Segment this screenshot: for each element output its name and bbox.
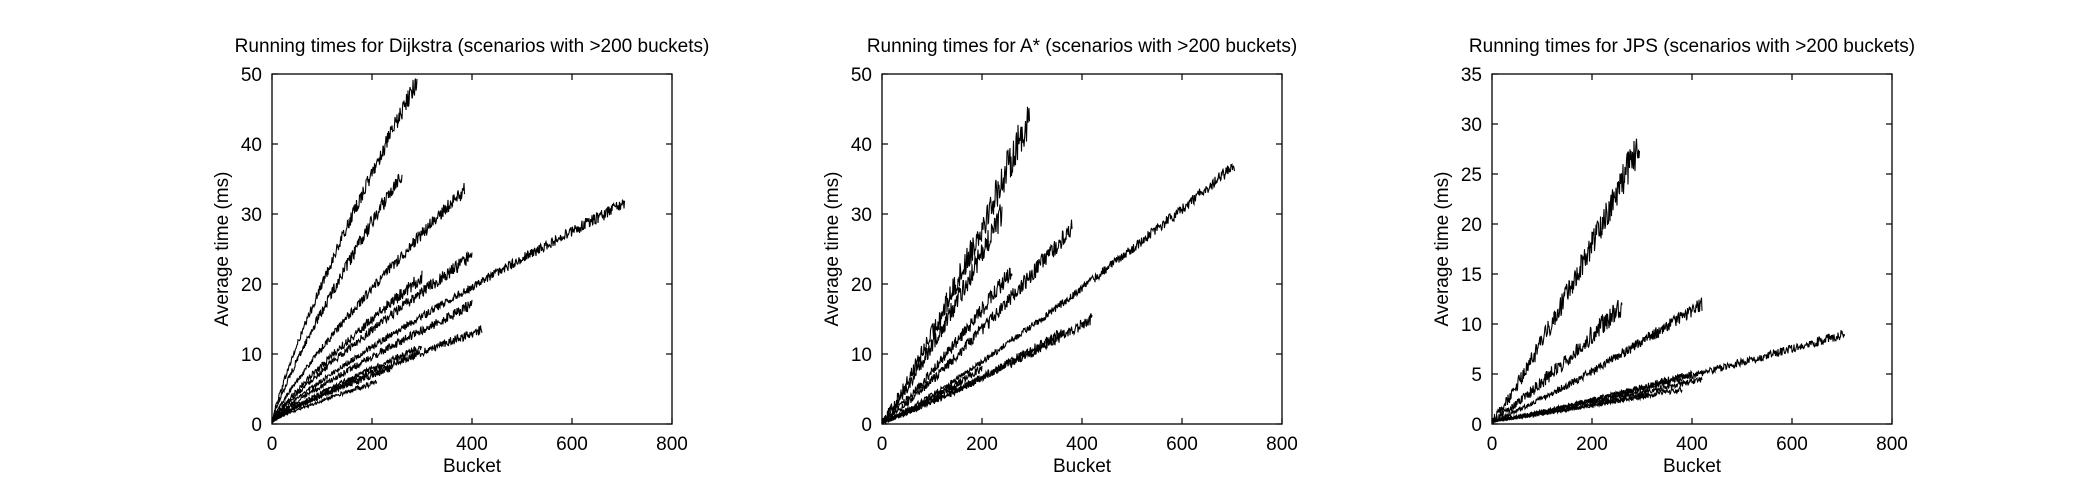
y-tick-label: 20 (241, 275, 262, 296)
x-tick-label: 0 (877, 434, 888, 455)
series-line-s6 (272, 270, 423, 422)
y-tick-label: 30 (851, 205, 872, 226)
series-line-s4 (272, 199, 626, 424)
series-line-s7 (272, 299, 473, 424)
x-tick-label: 600 (1166, 434, 1198, 455)
chart-title: Running times for Dijkstra (scenarios wi… (235, 36, 710, 57)
y-axis-label: Average time (ms) (1432, 172, 1453, 327)
y-tick-label: 30 (1461, 115, 1482, 136)
x-tick-label: 0 (1487, 434, 1498, 455)
series-line-s3 (1492, 297, 1703, 424)
x-tick-label: 600 (1776, 434, 1808, 455)
x-tick-label: 0 (267, 434, 278, 455)
y-tick-label: 50 (851, 65, 872, 86)
series-line-s1 (882, 106, 1031, 424)
y-tick-label: 40 (241, 135, 262, 156)
y-tick-label: 0 (861, 415, 872, 436)
series-line-s1 (272, 78, 418, 422)
y-tick-label: 40 (851, 135, 872, 156)
y-tick-label: 10 (241, 345, 262, 366)
x-tick-label: 200 (966, 434, 998, 455)
y-tick-label: 25 (1461, 165, 1482, 186)
y-axis-label: Average time (ms) (212, 172, 233, 327)
series-line-s1 (1492, 138, 1641, 424)
series-group (272, 78, 626, 424)
chart-panel-2: Running times for A* (scenarios with >20… (822, 36, 1298, 477)
x-tick-label: 400 (1066, 434, 1098, 455)
series-line-s5 (272, 250, 473, 422)
y-tick-label: 0 (1471, 415, 1482, 436)
x-axis-label: Bucket (443, 456, 502, 477)
series-line-s2 (1492, 299, 1623, 423)
x-axis-label: Bucket (1663, 456, 1722, 477)
x-tick-label: 200 (1576, 434, 1608, 455)
series-line-s5 (882, 267, 1013, 424)
chart-title: Running times for A* (scenarios with >20… (867, 36, 1297, 57)
y-tick-label: 50 (241, 65, 262, 86)
series-group (1492, 138, 1846, 424)
x-tick-label: 200 (356, 434, 388, 455)
series-line-s2 (882, 204, 1003, 424)
x-tick-label: 400 (456, 434, 488, 455)
series-line-s11 (272, 379, 378, 423)
series-line-s10 (272, 364, 393, 423)
x-tick-label: 800 (656, 434, 688, 455)
y-tick-label: 30 (241, 205, 262, 226)
x-axis-label: Bucket (1053, 456, 1112, 477)
y-tick-label: 10 (1461, 315, 1482, 336)
y-tick-label: 20 (851, 275, 872, 296)
series-line-s9 (272, 345, 423, 423)
y-tick-label: 20 (1461, 215, 1482, 236)
y-tick-label: 10 (851, 345, 872, 366)
y-axis-label: Average time (ms) (822, 172, 843, 327)
series-line-s3 (272, 182, 466, 422)
y-tick-label: 15 (1461, 265, 1482, 286)
x-tick-label: 800 (1266, 434, 1298, 455)
series-line-s3 (882, 219, 1073, 424)
chart-title: Running times for JPS (scenarios with >2… (1469, 36, 1915, 57)
y-tick-label: 0 (251, 415, 262, 436)
series-line-s8 (1492, 390, 1648, 423)
y-tick-label: 35 (1461, 65, 1482, 86)
y-tick-label: 5 (1471, 365, 1482, 386)
chart-panel-1: Running times for Dijkstra (scenarios wi… (212, 36, 709, 477)
chart-panel-3: Running times for JPS (scenarios with >2… (1432, 36, 1915, 477)
series-line-s4 (882, 162, 1236, 424)
plot-frame (881, 73, 1283, 425)
series-line-s2 (272, 173, 403, 422)
x-tick-label: 400 (1676, 434, 1708, 455)
x-tick-label: 800 (1876, 434, 1908, 455)
series-line-s9 (882, 379, 963, 424)
x-tick-label: 600 (556, 434, 588, 455)
series-group (882, 106, 1236, 424)
